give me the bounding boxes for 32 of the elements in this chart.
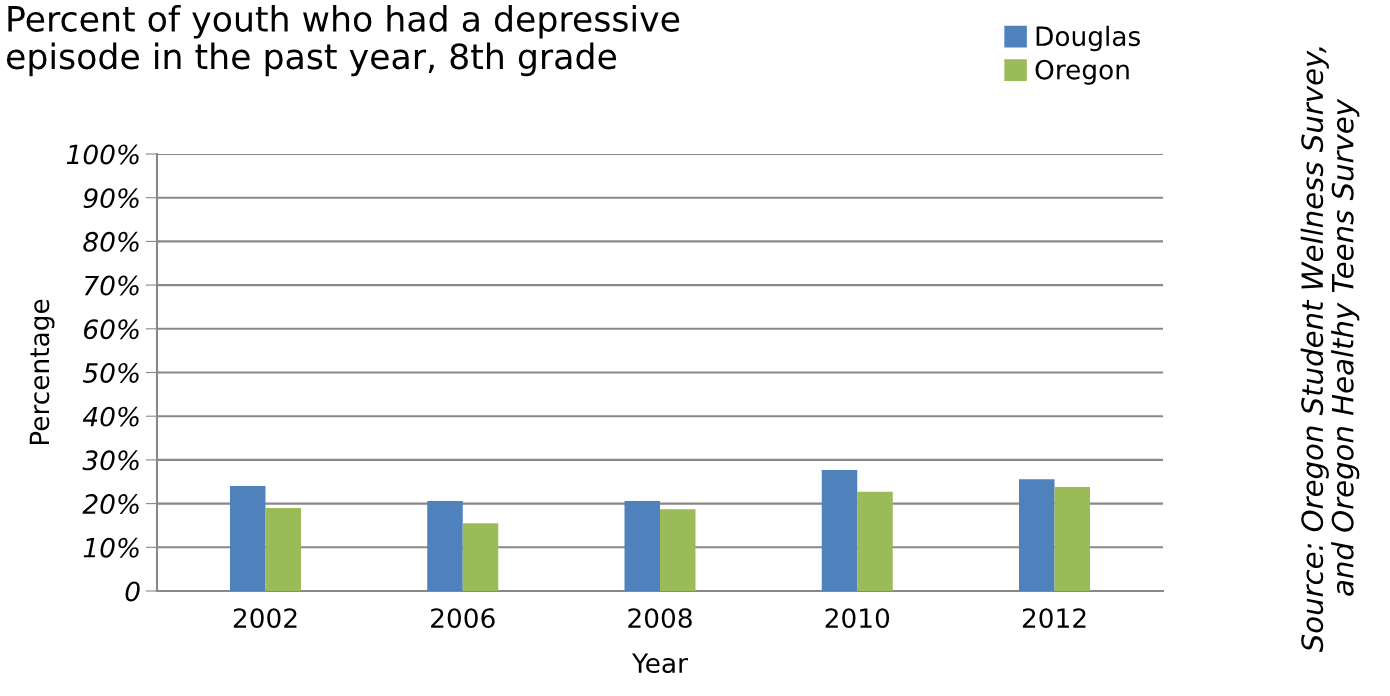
y-axis-title: Percentage — [29, 299, 55, 445]
x-tick-label: 2012 — [1022, 608, 1086, 629]
bar — [857, 491, 893, 591]
legend-label: Oregon — [1035, 59, 1129, 85]
y-tick-label: 40% — [82, 406, 139, 427]
bar — [427, 500, 463, 591]
x-tick-label: 2006 — [431, 608, 495, 629]
bar — [1054, 486, 1091, 591]
y-tick-label: 70% — [84, 275, 139, 296]
source-note: Source: Oregon Student Wellness Survey, and Oregon Healthy Teens Survey — [1300, 47, 1360, 653]
y-tick-label: 10% — [83, 537, 139, 558]
bar — [660, 509, 696, 591]
y-tick-label: 30% — [82, 450, 139, 471]
y-tick-label: 20% — [82, 494, 139, 514]
y-tick-label: 90% — [83, 188, 139, 209]
bar — [821, 469, 858, 591]
y-tick-label: 50% — [82, 362, 139, 383]
x-axis-title: Year — [632, 653, 688, 674]
bar — [1019, 479, 1055, 591]
bar — [624, 500, 660, 591]
x-tick-label: 2008 — [628, 608, 692, 629]
y-tick-label: 80% — [83, 231, 139, 252]
chart-title: Percent of youth who had a depressive episode in the past year, 8th grade — [6, 5, 680, 77]
x-tick-label: 2002 — [233, 608, 297, 629]
bar — [265, 507, 301, 591]
y-tick-label: 0 — [125, 581, 140, 602]
y-tick-label: 60% — [84, 319, 139, 340]
y-tick-label: 100% — [66, 144, 139, 165]
bar — [229, 486, 266, 591]
bar — [462, 523, 499, 591]
x-tick-label: 2010 — [825, 608, 890, 629]
legend-label: Douglas — [1036, 25, 1140, 52]
